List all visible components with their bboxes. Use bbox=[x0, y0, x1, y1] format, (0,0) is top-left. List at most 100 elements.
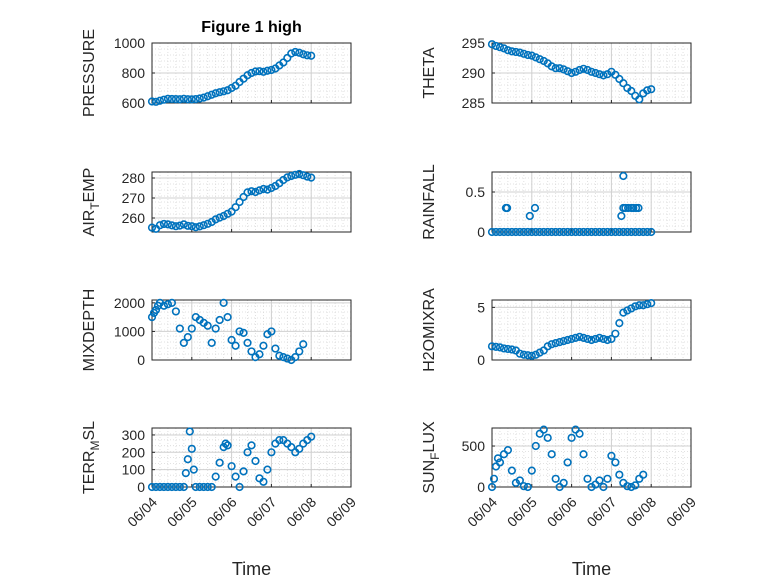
data-point bbox=[235, 482, 244, 492]
data-point bbox=[559, 65, 568, 74]
data-point bbox=[191, 482, 200, 492]
data-point bbox=[530, 203, 540, 213]
data-point bbox=[551, 339, 560, 348]
data-point bbox=[287, 49, 296, 58]
data-point bbox=[203, 92, 212, 101]
data-point bbox=[211, 215, 220, 224]
data-point bbox=[507, 227, 517, 237]
data-point bbox=[179, 482, 188, 492]
data-point bbox=[231, 341, 240, 350]
data-point bbox=[221, 439, 230, 448]
data-point bbox=[571, 67, 580, 76]
data-point bbox=[535, 55, 544, 64]
data-point bbox=[147, 223, 157, 232]
data-point bbox=[519, 49, 528, 58]
data-point bbox=[487, 482, 497, 492]
data-point bbox=[643, 300, 652, 309]
data-point bbox=[603, 335, 612, 345]
data-point bbox=[507, 47, 517, 56]
data-point bbox=[615, 470, 624, 479]
data-point bbox=[175, 482, 184, 492]
y-axis-label: H2OMIXRA bbox=[421, 288, 438, 372]
data-point bbox=[617, 211, 626, 221]
data-point bbox=[631, 481, 640, 490]
data-point bbox=[591, 68, 600, 78]
data-point bbox=[247, 441, 256, 450]
data-point bbox=[191, 223, 200, 232]
data-point bbox=[559, 478, 568, 488]
data-point bbox=[171, 94, 180, 104]
data-point bbox=[623, 227, 632, 237]
data-point bbox=[187, 324, 196, 333]
data-point bbox=[163, 482, 173, 492]
data-point bbox=[151, 305, 161, 315]
data-point bbox=[147, 313, 157, 322]
data-point bbox=[247, 68, 256, 78]
data-point bbox=[195, 94, 204, 103]
data-point bbox=[275, 351, 284, 360]
data-point bbox=[163, 300, 173, 309]
data-point bbox=[547, 62, 556, 71]
data-point bbox=[607, 451, 616, 460]
data-point bbox=[259, 341, 268, 350]
data-point bbox=[179, 94, 188, 103]
x-axis-label: Time bbox=[232, 559, 271, 579]
data-point bbox=[179, 338, 188, 347]
data-point bbox=[507, 345, 517, 354]
data-point bbox=[243, 338, 252, 347]
data-point bbox=[634, 203, 643, 213]
y-axis-label: RAINFALL bbox=[421, 164, 438, 240]
data-point bbox=[603, 474, 612, 483]
data-point bbox=[307, 432, 316, 441]
data-point bbox=[499, 227, 509, 237]
data-point bbox=[543, 433, 552, 442]
data-point bbox=[639, 227, 648, 237]
data-point bbox=[515, 476, 524, 485]
y-tick-label: 290 bbox=[462, 65, 486, 81]
data-point bbox=[535, 348, 544, 357]
y-axis-label: THETA bbox=[421, 47, 438, 99]
data-point bbox=[239, 192, 248, 202]
data-point bbox=[607, 334, 616, 344]
y-tick-label: 100 bbox=[122, 462, 146, 478]
x-tick-label: 06/06 bbox=[204, 494, 240, 530]
data-point bbox=[629, 203, 638, 213]
data-point bbox=[155, 482, 165, 492]
data-point bbox=[255, 186, 264, 195]
data-point bbox=[189, 465, 198, 474]
data-point bbox=[171, 222, 180, 231]
data-point bbox=[487, 227, 497, 237]
data-point bbox=[263, 465, 272, 474]
data-point bbox=[295, 444, 304, 453]
axes-box bbox=[491, 299, 692, 361]
data-point bbox=[631, 302, 640, 311]
h2omixra-panel: 0 5 H2OMIXRA bbox=[421, 288, 692, 372]
data-point bbox=[207, 482, 216, 492]
data-point bbox=[185, 427, 194, 436]
data-point bbox=[215, 315, 224, 325]
data-point bbox=[203, 219, 212, 228]
data-point bbox=[489, 474, 499, 483]
data-point bbox=[211, 89, 220, 98]
data-point bbox=[555, 338, 564, 347]
data-point bbox=[595, 333, 604, 342]
data-point bbox=[303, 172, 312, 181]
data-point bbox=[223, 313, 232, 322]
y-tick-label: 280 bbox=[122, 170, 146, 186]
data-point bbox=[223, 441, 232, 450]
data-point bbox=[567, 227, 576, 237]
data-point bbox=[487, 40, 497, 49]
data-point bbox=[279, 58, 288, 67]
data-point bbox=[647, 227, 656, 237]
data-point bbox=[555, 64, 564, 73]
data-point bbox=[291, 353, 300, 362]
data-point bbox=[507, 466, 517, 475]
data-point bbox=[595, 70, 604, 79]
x-tick-label: 06/07 bbox=[583, 494, 619, 530]
data-point bbox=[199, 93, 208, 102]
data-point bbox=[583, 334, 592, 344]
data-point bbox=[259, 184, 268, 194]
y-tick-label: 200 bbox=[122, 444, 146, 460]
data-point bbox=[247, 187, 256, 196]
